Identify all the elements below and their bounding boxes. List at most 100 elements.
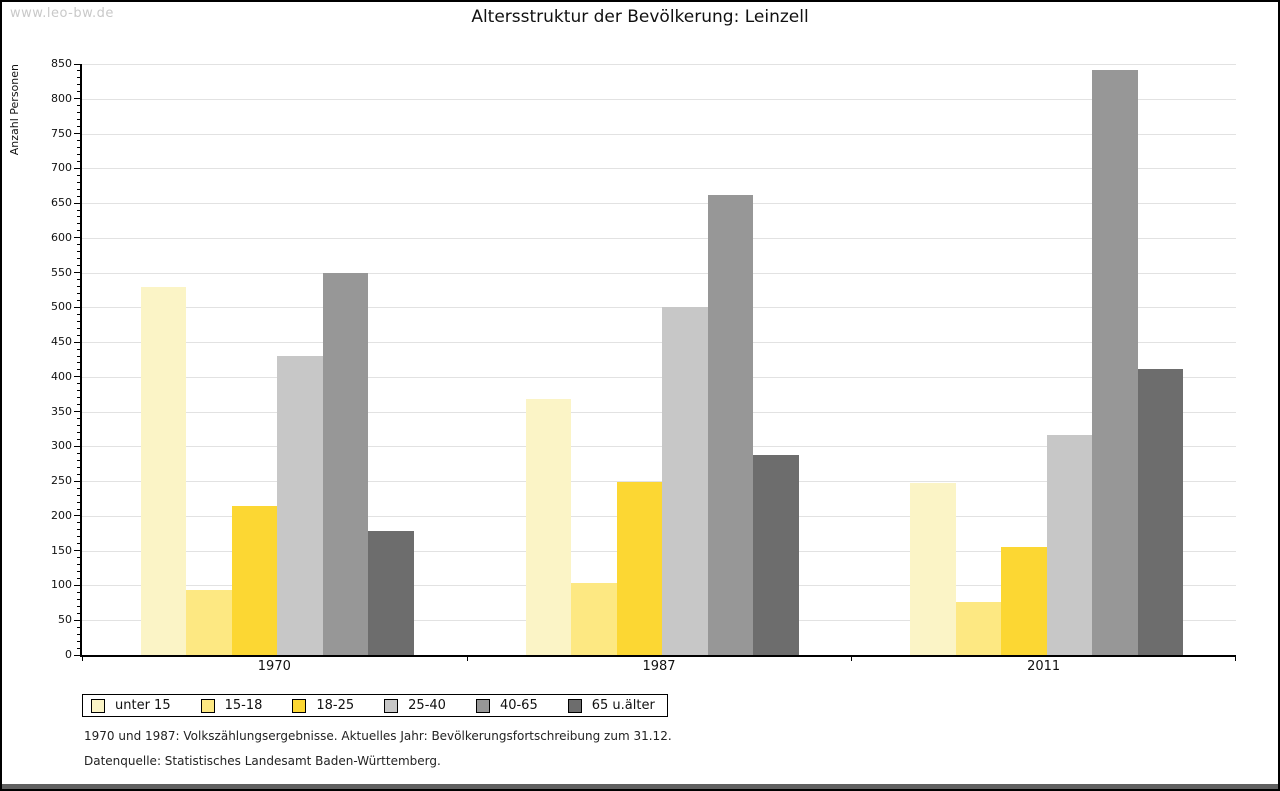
y-axis-minor-tick [77,195,80,197]
y-axis-minor-tick [77,265,80,267]
legend-label: 25-40 [408,698,446,713]
y-axis-minor-tick [77,362,80,364]
y-axis-minor-tick [77,327,80,329]
y-axis-minor-tick [77,418,80,420]
y-axis-minor-tick [77,84,80,86]
bar-group-1970 [140,64,414,655]
legend-item-15-18: 15-18 [200,698,263,713]
y-axis-minor-tick [77,126,80,128]
y-axis-minor-tick [77,105,80,107]
y-axis-minor-tick [77,216,80,218]
y-axis-minor-tick [77,258,80,260]
gridline [82,98,1236,100]
y-axis-minor-tick [77,355,80,357]
y-tick-label: 700 [51,161,72,175]
legend-label: unter 15 [115,698,171,713]
y-tick-label: 300 [51,439,72,453]
legend-label: 65 u.älter [591,698,655,713]
bar-40-65-1987 [707,194,753,655]
y-tick-label: 600 [51,230,72,244]
legend-swatch-icon [567,698,582,713]
y-axis-minor-tick [77,181,80,183]
y-tick-label: 750 [51,126,72,140]
y-axis-minor-tick [77,578,80,580]
y-axis-minor-tick [77,174,80,176]
y-axis-minor-tick [77,146,80,148]
y-axis-minor-tick [77,508,80,510]
x-category-label-1987: 1987 [642,659,676,674]
y-axis-minor-tick [77,390,80,392]
legend-item-65-u-lter: 65 u.älter [567,698,655,713]
y-axis-minor-tick [77,244,80,246]
y-tick-label: 400 [51,369,72,383]
legend-swatch-icon [91,698,105,713]
gridline [82,64,1236,65]
y-tick-label: 250 [51,474,72,488]
gridline [82,342,1236,344]
y-axis-minor-tick [77,119,80,121]
legend-item-unter-15: unter 15 [91,698,171,713]
legend-label: 15-18 [224,698,263,713]
y-axis-minor-tick [77,452,80,454]
y-tick-label: 850 [51,57,72,70]
y-axis-minor-tick [77,633,80,635]
y-axis-minor-tick [77,348,80,350]
bar-65-u-lter-1987 [753,454,799,655]
y-axis-minor-tick [77,564,80,566]
bar-15-18-1987 [571,583,617,655]
y-axis-minor-tick [77,279,80,281]
bar-65-u-lter-2011 [1137,368,1184,655]
y-axis-minor-tick [77,160,80,162]
y-axis-minor-tick [77,223,80,225]
gridline [82,411,1236,413]
y-axis-minor-tick [77,591,80,593]
y-tick-label: 350 [51,404,72,418]
y-axis-major-tick [74,237,80,239]
y-axis-minor-tick [77,536,80,538]
y-tick-label: 50 [58,613,72,627]
y-axis-minor-tick [77,369,80,371]
legend-swatch-icon [475,698,490,713]
y-axis-minor-tick [77,557,80,559]
bar-25-40-2011 [1046,434,1093,655]
y-axis-major-tick [74,411,80,413]
y-axis-major-tick [74,445,80,447]
legend: unter 15 15-18 18-25 25-40 40-65 65 u.älter [82,694,668,717]
bar-40-65-2011 [1092,69,1138,655]
y-axis-minor-tick [77,91,80,93]
bar-18-25-2011 [1001,546,1047,655]
legend-item-40-65: 40-65 [475,698,538,713]
y-axis-minor-tick [77,598,80,600]
x-axis-tick [82,657,83,661]
y-axis-minor-tick [77,251,80,253]
y-axis-major-tick [74,341,80,343]
bar-unter-15-1970 [140,287,187,655]
bar-18-25-1987 [616,481,662,655]
y-axis-minor-tick [77,320,80,322]
y-tick-label: 450 [51,335,72,349]
legend-swatch-icon [292,698,307,713]
y-axis-minor-tick [77,612,80,614]
bar-group-1987 [525,64,799,655]
y-tick-label: 0 [65,648,72,661]
y-tick-label: 800 [51,91,72,105]
y-tick-label: 550 [51,265,72,279]
bar-unter-15-2011 [910,483,956,655]
bottom-bar [2,784,1278,789]
y-axis-minor-tick [77,626,80,628]
y-axis-major-tick [74,480,80,482]
bar-15-18-1970 [186,589,232,655]
footnote-source-note: 1970 und 1987: Volkszählungsergebnisse. … [84,729,672,743]
y-axis-minor-tick [77,425,80,427]
bar-65-u-lter-1970 [368,531,414,655]
y-axis-minor-tick [77,112,80,114]
y-axis-minor-tick [77,522,80,524]
legend-swatch-icon [200,698,215,713]
y-axis-minor-tick [77,334,80,336]
y-axis-minor-tick [77,292,80,294]
bar-25-40-1970 [277,356,323,655]
footnote-data-source: Datenquelle: Statistisches Landesamt Bad… [84,754,441,768]
gridline [82,376,1236,378]
y-axis-minor-tick [77,286,80,287]
y-tick-label: 200 [51,508,72,522]
